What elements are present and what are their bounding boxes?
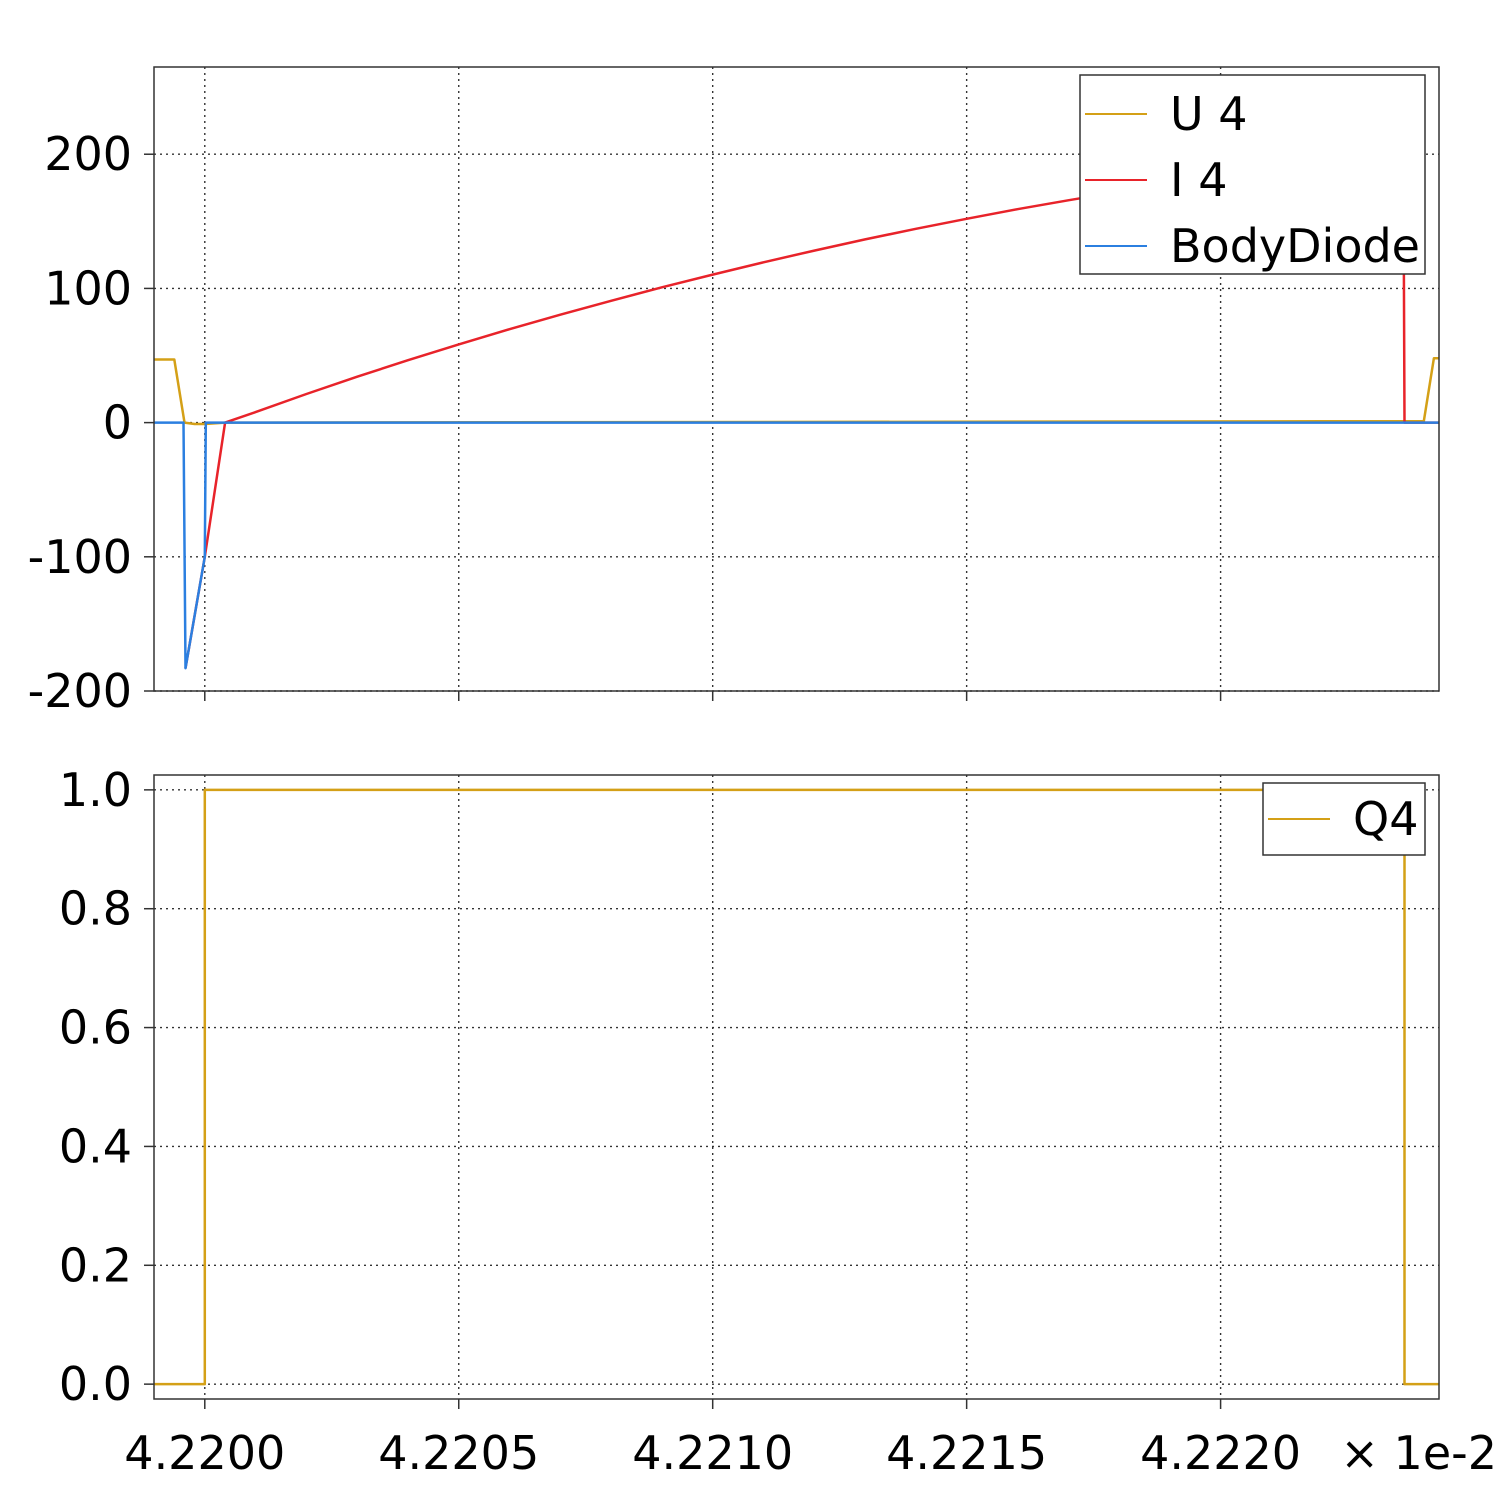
chart-panel-1: 200 100 0 -100 -200 U 4 I 4 BodyDiode — [28, 66, 1440, 718]
y-tick-label: 0.2 — [59, 1238, 132, 1292]
legend: U 4 I 4 BodyDiode — [1079, 74, 1426, 275]
y-tick-label: 0.4 — [59, 1119, 132, 1173]
legend-entry-label: BodyDiode — [1170, 219, 1420, 273]
legend-entry-label: Q4 — [1353, 792, 1418, 846]
x-tick-label: 4.2205 — [378, 1426, 539, 1480]
series-line-bodydiode — [154, 421, 1439, 670]
y-tick-label: -200 — [28, 664, 132, 718]
chart-panel-2: 1.0 0.8 0.6 0.4 0.2 0.0 4.2200 4.2205 4.2210 4.22… — [59, 763, 1497, 1480]
x-axis-multiplier: × 1e-2 — [1340, 1426, 1497, 1480]
x-tick-label: 4.2210 — [632, 1426, 793, 1480]
plot-frame — [153, 66, 1440, 692]
y-tick-label: 0.6 — [59, 1001, 132, 1055]
y-tick-label: 200 — [44, 127, 132, 181]
y-tick-label: 100 — [44, 261, 132, 315]
series-line-q4 — [154, 788, 1439, 1386]
legend-entry-label: U 4 — [1170, 87, 1248, 141]
plot-frame — [153, 774, 1440, 1400]
legend-frame — [1079, 74, 1426, 275]
legend-entry-label: I 4 — [1170, 153, 1227, 207]
y-tick-label: 0.0 — [59, 1357, 132, 1411]
series-line-u-4 — [154, 356, 1439, 426]
y-tick-label: 0.8 — [59, 882, 132, 936]
x-tick-label: 4.2200 — [124, 1426, 285, 1480]
y-tick-label: 1.0 — [59, 763, 132, 817]
x-tick-label: 4.2215 — [886, 1426, 1047, 1480]
legend: Q4 — [1262, 782, 1426, 856]
x-tick-label: 4.2220 — [1140, 1426, 1301, 1480]
series-group — [154, 788, 1439, 1386]
y-tick-label: -100 — [28, 530, 132, 584]
y-tick-label: 0 — [103, 396, 132, 450]
